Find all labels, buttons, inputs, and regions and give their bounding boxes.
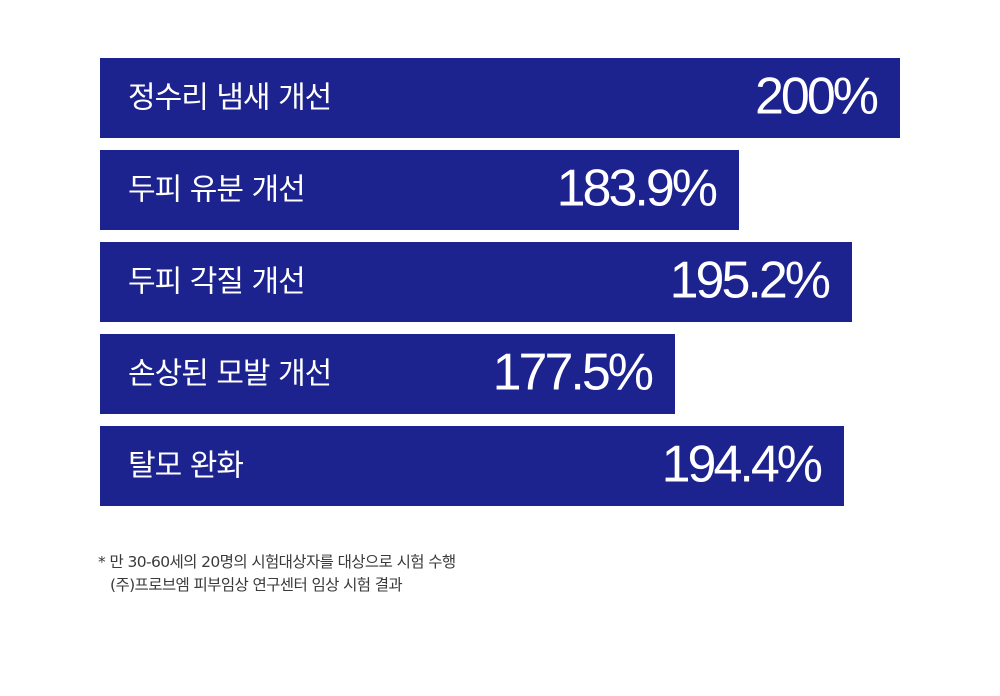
bar-group: 두피 유분 개선 183.9% — [100, 150, 739, 230]
bar-chart: 정수리 냄새 개선 200% 두피 유분 개선 183.9% 두피 각질 개선 195.2… — [100, 58, 900, 506]
bar-group: 정수리 냄새 개선 200% — [100, 58, 900, 138]
bar-value-label: 194.4% — [662, 436, 822, 494]
bar — [100, 242, 852, 322]
bar-category-label: 두피 각질 개선 — [128, 265, 305, 300]
bar-category-label: 탈모 완화 — [128, 449, 243, 484]
bar-group: 탈모 완화 194.4% — [100, 426, 844, 506]
bar-category-label: 손상된 모발 개선 — [128, 357, 331, 392]
bar — [100, 334, 675, 414]
footnote-line-1: * 만 30-60세의 20명의 시험대상자를 대상으로 시험 수행 — [98, 553, 456, 571]
bar-value-label: 195.2% — [670, 252, 830, 310]
bar-category-label: 두피 유분 개선 — [128, 173, 305, 208]
bar — [100, 150, 739, 230]
footnote-line-2: (주)프로브엠 피부임상 연구센터 임상 시험 결과 — [110, 576, 403, 594]
bar — [100, 426, 844, 506]
bar-group: 손상된 모발 개선 177.5% — [100, 334, 675, 414]
bar-value-label: 183.9% — [557, 160, 717, 218]
bar-group: 두피 각질 개선 195.2% — [100, 242, 852, 322]
bar-category-label: 정수리 냄새 개선 — [128, 81, 331, 116]
footnote: * 만 30-60세의 20명의 시험대상자를 대상으로 시험 수행 (주)프로… — [98, 551, 456, 597]
bar-value-label: 200% — [755, 68, 878, 126]
bar-value-label: 177.5% — [493, 344, 653, 402]
bar — [100, 58, 900, 138]
